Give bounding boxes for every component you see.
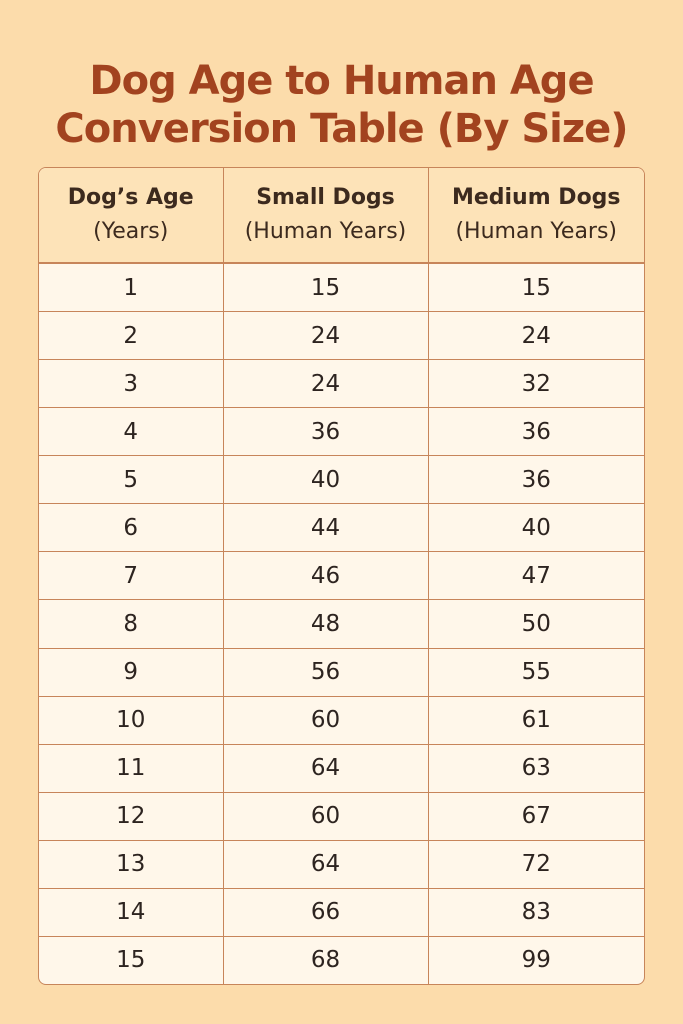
cell-dog-age: 7 <box>39 551 224 601</box>
cell-medium-dogs: 24 <box>428 311 644 361</box>
header-dog-age-line2: (Years) <box>93 219 169 244</box>
cell-small-dogs: 15 <box>223 263 429 313</box>
cell-dog-age: 8 <box>39 599 224 649</box>
header-medium-dogs-line2: (Human Years) <box>455 219 618 244</box>
cell-dog-age: 14 <box>39 888 224 937</box>
table-row: 11 64 63 <box>39 744 644 793</box>
cell-medium-dogs: 40 <box>428 503 644 553</box>
cell-small-dogs: 66 <box>223 888 429 937</box>
table-row: 1 15 15 <box>39 263 644 313</box>
header-dog-age: Dog’s Age (Years) <box>39 168 224 264</box>
header-dog-age-line1: Dog’s Age <box>67 185 194 210</box>
title-line-1: Dog Age to Human Age <box>89 57 594 104</box>
cell-dog-age: 13 <box>39 840 224 889</box>
cell-small-dogs: 60 <box>223 696 429 745</box>
table-row: 4 36 36 <box>39 407 644 457</box>
cell-dog-age: 9 <box>39 648 224 697</box>
table-row: 9 56 55 <box>39 648 644 697</box>
cell-dog-age: 15 <box>39 936 224 984</box>
cell-dog-age: 2 <box>39 311 224 361</box>
cell-small-dogs: 40 <box>223 455 429 505</box>
cell-dog-age: 1 <box>39 263 224 313</box>
cell-medium-dogs: 72 <box>428 840 644 889</box>
table-row: 10 60 61 <box>39 696 644 745</box>
cell-small-dogs: 24 <box>223 359 429 409</box>
cell-small-dogs: 46 <box>223 551 429 601</box>
cell-medium-dogs: 61 <box>428 696 644 745</box>
cell-medium-dogs: 67 <box>428 792 644 841</box>
cell-medium-dogs: 15 <box>428 263 644 313</box>
cell-dog-age: 3 <box>39 359 224 409</box>
cell-medium-dogs: 47 <box>428 551 644 601</box>
table-row: 6 44 40 <box>39 503 644 553</box>
cell-dog-age: 4 <box>39 407 224 457</box>
cell-medium-dogs: 55 <box>428 648 644 697</box>
header-small-dogs-line1: Small Dogs <box>256 185 395 210</box>
cell-dog-age: 10 <box>39 696 224 745</box>
cell-medium-dogs: 63 <box>428 744 644 793</box>
cell-medium-dogs: 83 <box>428 888 644 937</box>
table-row: 8 48 50 <box>39 599 644 649</box>
title-line-2: Conversion Table (By Size) <box>55 105 628 152</box>
table-row: 13 64 72 <box>39 840 644 889</box>
table-row: 14 66 83 <box>39 888 644 937</box>
table-row: 7 46 47 <box>39 551 644 601</box>
cell-small-dogs: 64 <box>223 744 429 793</box>
cell-small-dogs: 44 <box>223 503 429 553</box>
cell-dog-age: 5 <box>39 455 224 505</box>
cell-dog-age: 11 <box>39 744 224 793</box>
table-row: 15 68 99 <box>39 936 644 984</box>
header-small-dogs-line2: (Human Years) <box>244 219 407 244</box>
table-row: 3 24 32 <box>39 359 644 409</box>
cell-small-dogs: 36 <box>223 407 429 457</box>
cell-medium-dogs: 50 <box>428 599 644 649</box>
cell-medium-dogs: 99 <box>521 947 551 974</box>
table-row: 2 24 24 <box>39 311 644 361</box>
cell-small-dogs: 64 <box>223 840 429 889</box>
header-medium-dogs: Medium Dogs (Human Years) <box>428 168 644 264</box>
header-medium-dogs-line1: Medium Dogs <box>451 185 621 210</box>
cell-small-dogs: 24 <box>223 311 429 361</box>
table-header-row: Dog’s Age (Years) Small Dogs (Human Year… <box>39 168 644 264</box>
header-small-dogs: Small Dogs (Human Years) <box>223 168 429 264</box>
cell-dog-age: 6 <box>39 503 224 553</box>
cell-medium-dogs: 36 <box>428 455 644 505</box>
cell-small-dogs: 68 <box>223 936 429 984</box>
cell-medium-dogs: 32 <box>428 359 644 409</box>
cell-small-dogs: 48 <box>223 599 429 649</box>
cell-small-dogs: 56 <box>223 648 429 697</box>
cell-medium-dogs: 36 <box>428 407 644 457</box>
conversion-table: Dog’s Age (Years) Small Dogs (Human Year… <box>38 167 645 985</box>
page-title: Dog Age to Human Age Conversion Table (B… <box>0 57 683 153</box>
table-row: 5 40 36 <box>39 455 644 505</box>
table-row: 12 60 67 <box>39 792 644 841</box>
cell-dog-age: 12 <box>39 792 224 841</box>
cell-small-dogs: 60 <box>223 792 429 841</box>
